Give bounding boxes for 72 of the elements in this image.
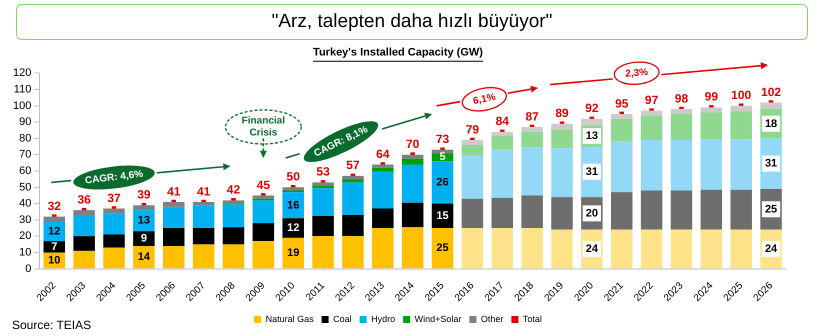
data-label: 99 — [704, 90, 718, 104]
data-label: 45 — [256, 178, 270, 192]
y-tick-label: 60 — [19, 165, 32, 178]
y-tick-label: 70 — [19, 148, 32, 161]
data-label: 57 — [346, 158, 360, 172]
y-tick-label: 40 — [19, 198, 32, 210]
data-label: 31 — [586, 166, 598, 178]
data-label: 98 — [674, 91, 688, 106]
data-label: 26 — [436, 176, 449, 188]
data-label: 42 — [226, 182, 240, 197]
chart-subtitle: Turkey's Installed Capacity (GW) — [313, 46, 484, 59]
data-label: 16 — [287, 199, 300, 212]
data-label: 25 — [764, 203, 778, 216]
data-label: 102 — [761, 84, 782, 99]
data-label: 32 — [48, 198, 62, 213]
data-label: 31 — [764, 158, 778, 170]
data-label: 24 — [586, 243, 599, 256]
data-label: 19 — [287, 247, 300, 260]
data-label: 53 — [316, 164, 330, 179]
y-tick-label: 30 — [19, 214, 32, 226]
data-label: 14 — [138, 251, 151, 264]
y-tick-label: 80 — [19, 132, 32, 144]
y-tick-label: 90 — [19, 116, 32, 128]
data-label: 37 — [107, 190, 122, 205]
annotation: Financial Crisis — [242, 116, 286, 139]
y-tick-label: 120 — [12, 67, 32, 80]
data-label: 95 — [615, 96, 629, 110]
data-label: 20 — [586, 207, 598, 220]
data-label: 10 — [48, 254, 60, 266]
legend-label: Other — [480, 314, 504, 324]
data-label: 13 — [138, 214, 150, 227]
legend-label: Wind+Solar — [414, 314, 462, 324]
y-tick-label: 0 — [25, 262, 32, 275]
data-label: 84 — [496, 114, 510, 128]
data-label: 100 — [731, 88, 752, 102]
y-tick-label: 100 — [12, 100, 32, 112]
data-label: 73 — [436, 132, 450, 146]
data-label: 9 — [140, 232, 147, 245]
data-label: 13 — [586, 130, 598, 142]
legend-label: Total — [522, 314, 542, 324]
annotation: 6,1% — [472, 92, 497, 108]
data-label: 79 — [466, 122, 480, 136]
data-label: 70 — [406, 137, 420, 152]
data-label: 87 — [525, 109, 540, 124]
annotation: 2,3% — [624, 66, 649, 80]
legend-label: Natural Gas — [266, 314, 314, 324]
data-label: 39 — [137, 188, 151, 202]
data-label: 5 — [439, 151, 446, 164]
data-label: 64 — [376, 146, 390, 161]
data-label: 97 — [644, 93, 659, 107]
data-label: 18 — [764, 118, 778, 130]
data-label: 12 — [48, 225, 60, 238]
y-tick-label: 20 — [19, 230, 32, 242]
data-label: 92 — [585, 101, 599, 116]
data-label: 89 — [555, 106, 569, 120]
data-label: 24 — [764, 243, 778, 256]
legend-label: Coal — [333, 314, 352, 324]
data-label: 15 — [436, 210, 449, 222]
data-label: 25 — [436, 242, 449, 254]
data-label: 50 — [286, 170, 300, 184]
data-label: 7 — [51, 240, 58, 253]
data-label: 41 — [167, 184, 181, 198]
y-tick-label: 110 — [14, 84, 32, 96]
data-label: 41 — [196, 184, 211, 198]
legend-label: Hydro — [371, 314, 396, 324]
annotation: CAGR: 4,6% — [84, 168, 144, 187]
data-label: 12 — [287, 222, 300, 234]
y-tick-label: 50 — [19, 181, 32, 194]
source-note: Source: TEIAS — [12, 318, 92, 332]
data-label: 36 — [77, 192, 92, 206]
chart-title: "Arz, talepten daha hızlı büyüyor" — [16, 4, 808, 40]
y-tick-label: 10 — [19, 246, 32, 259]
